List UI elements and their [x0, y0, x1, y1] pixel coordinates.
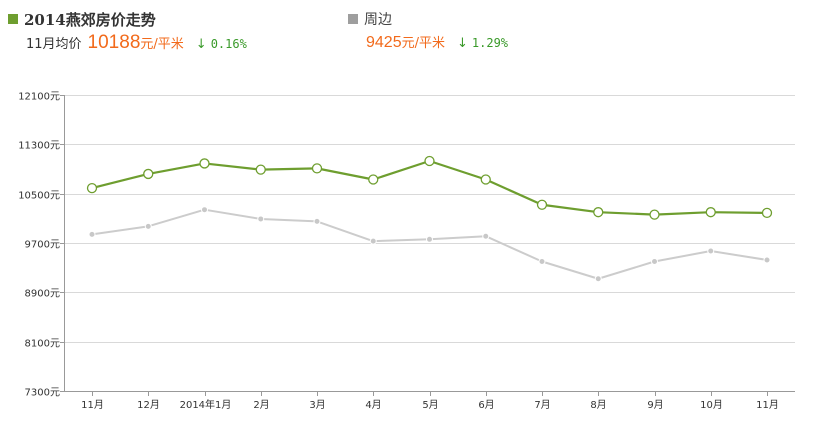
primary-data-point: [311, 163, 323, 174]
secondary-data-point: [594, 275, 602, 283]
primary-data-point: [86, 182, 98, 194]
primary-stat-value: 10188: [87, 32, 141, 53]
primary-data-point: [593, 207, 604, 218]
primary-data-point: [368, 174, 379, 185]
y-tick-label: 7300元: [25, 388, 60, 399]
y-tick-label: 10500元: [18, 191, 60, 202]
secondary-data-point: [651, 258, 658, 265]
x-tick-label: 11月: [756, 399, 779, 411]
y-tick-label: 9700元: [25, 240, 60, 251]
primary-data-point: [143, 168, 154, 180]
secondary-series-line: [91, 208, 768, 280]
secondary-data-point: [763, 256, 771, 264]
secondary-legend: 周边 9425 元/平米 ↓ 1.29%: [348, 8, 508, 58]
primary-stat-unit: 元/平米: [140, 37, 184, 52]
secondary-data-point: [88, 230, 96, 238]
secondary-stat-value: 9425: [366, 34, 402, 51]
primary-legend: 2014燕郊房价走势 11月均价 10188 元/平米 ↓ 0.16%: [8, 8, 247, 58]
primary-stat-label: 11月均价: [26, 37, 82, 52]
secondary-data-point: [707, 247, 715, 255]
primary-data-point: [424, 155, 435, 167]
secondary-change: 1.29%: [471, 36, 509, 50]
primary-data-point: [705, 207, 716, 218]
secondary-stat-unit: 元/平米: [401, 36, 445, 51]
y-tick-label: 8100元: [25, 339, 60, 350]
x-tick-label: 7月: [534, 399, 550, 411]
secondary-data-point: [482, 232, 490, 240]
primary-change: 0.16%: [210, 37, 247, 51]
secondary-series-title: 周边: [364, 12, 392, 28]
x-tick-label: 3月: [309, 399, 325, 411]
secondary-data-point: [257, 215, 265, 223]
primary-data-point: [649, 209, 660, 220]
x-tick-label: 10月: [700, 399, 723, 411]
x-tick-label: 11月: [81, 399, 104, 411]
x-tick-label: 9月: [647, 399, 663, 411]
x-tick-label: 2014年1月: [180, 398, 232, 411]
y-tick-label: 8900元: [25, 289, 60, 300]
grid-lines: [64, 95, 795, 392]
x-tick-label: 8月: [590, 399, 606, 411]
primary-series-title: 2014燕郊房价走势: [24, 10, 156, 29]
secondary-data-point: [538, 258, 546, 265]
secondary-data-point: [313, 217, 321, 225]
secondary-data-point: [201, 206, 208, 214]
y-tick-label: 12100元: [18, 92, 60, 103]
series-lines: [86, 155, 773, 283]
x-tick-label: 2月: [253, 399, 269, 411]
primary-data-point: [480, 174, 491, 185]
secondary-data-point: [369, 237, 377, 245]
x-tick-label: 5月: [422, 399, 438, 411]
primary-swatch: [8, 14, 18, 24]
primary-series-line: [91, 159, 768, 216]
primary-data-point: [199, 158, 210, 169]
secondary-data-point: [426, 235, 433, 243]
primary-data-point: [536, 199, 548, 210]
secondary-swatch: [348, 14, 358, 24]
down-arrow-icon: ↓: [195, 37, 207, 52]
x-tick-label: 12月: [137, 399, 160, 411]
down-arrow-icon: ↓: [456, 36, 468, 51]
x-tick-label: 4月: [365, 399, 381, 411]
secondary-data-point: [144, 222, 152, 230]
y-tick-label: 11300元: [18, 141, 60, 152]
primary-data-point: [761, 207, 773, 219]
primary-data-point: [255, 164, 266, 175]
axes: [60, 95, 795, 396]
tick-labels: 12100元 11300元 10500元 9700元 8900元 8100元 7300元 11…: [18, 92, 779, 412]
x-tick-label: 6月: [478, 399, 494, 411]
